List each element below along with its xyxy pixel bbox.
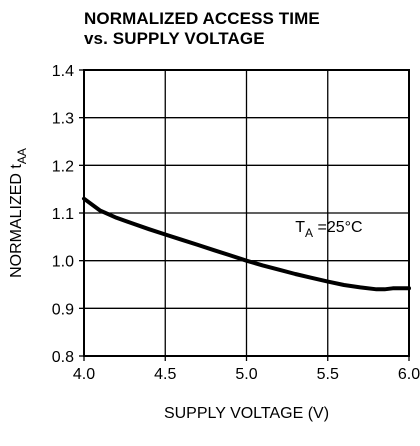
x-tick-label: 5.5 bbox=[317, 366, 339, 383]
y-tick-label: 1.2 bbox=[52, 158, 74, 175]
x-tick-label: 5.0 bbox=[235, 366, 257, 383]
y-axis-label-main: NORMALIZED t bbox=[8, 164, 25, 278]
y-axis-label: NORMALIZED tAA bbox=[8, 148, 29, 278]
x-tick-label: 4.5 bbox=[154, 366, 176, 383]
y-tick-label: 1.3 bbox=[52, 111, 74, 128]
chart-title-line-2: vs. SUPPLY VOLTAGE bbox=[84, 29, 265, 48]
x-tick-label: 4.0 bbox=[73, 366, 95, 383]
grid bbox=[84, 70, 409, 356]
x-tick-label: 6.0 bbox=[398, 366, 420, 383]
y-tick-labels: 0.8 0.9 1.0 1.1 1.2 1.3 1.4 bbox=[52, 63, 74, 366]
y-tick-label: 0.8 bbox=[52, 349, 74, 366]
x-axis-label: SUPPLY VOLTAGE (V) bbox=[164, 405, 329, 422]
series-line bbox=[82, 196, 411, 292]
y-tick-label: 1.1 bbox=[52, 206, 74, 223]
y-tick-label: 1.4 bbox=[52, 63, 74, 80]
chart-title: NORMALIZED ACCESS TIME vs. SUPPLY VOLTAG… bbox=[84, 9, 320, 49]
chart-title-line-1: NORMALIZED ACCESS TIME bbox=[84, 9, 320, 28]
annotation-main: T bbox=[295, 219, 305, 236]
y-axis-label-sub: AA bbox=[15, 148, 29, 164]
ticks bbox=[79, 69, 410, 361]
y-tick-label: 1.0 bbox=[52, 254, 74, 271]
annotation-rest: =25°C bbox=[313, 219, 363, 236]
x-tick-labels: 4.0 4.5 5.0 5.5 6.0 bbox=[73, 366, 420, 383]
temperature-annotation: TA =25°C bbox=[295, 219, 362, 240]
annotation-sub: A bbox=[305, 226, 313, 240]
y-tick-label: 0.9 bbox=[52, 301, 74, 318]
